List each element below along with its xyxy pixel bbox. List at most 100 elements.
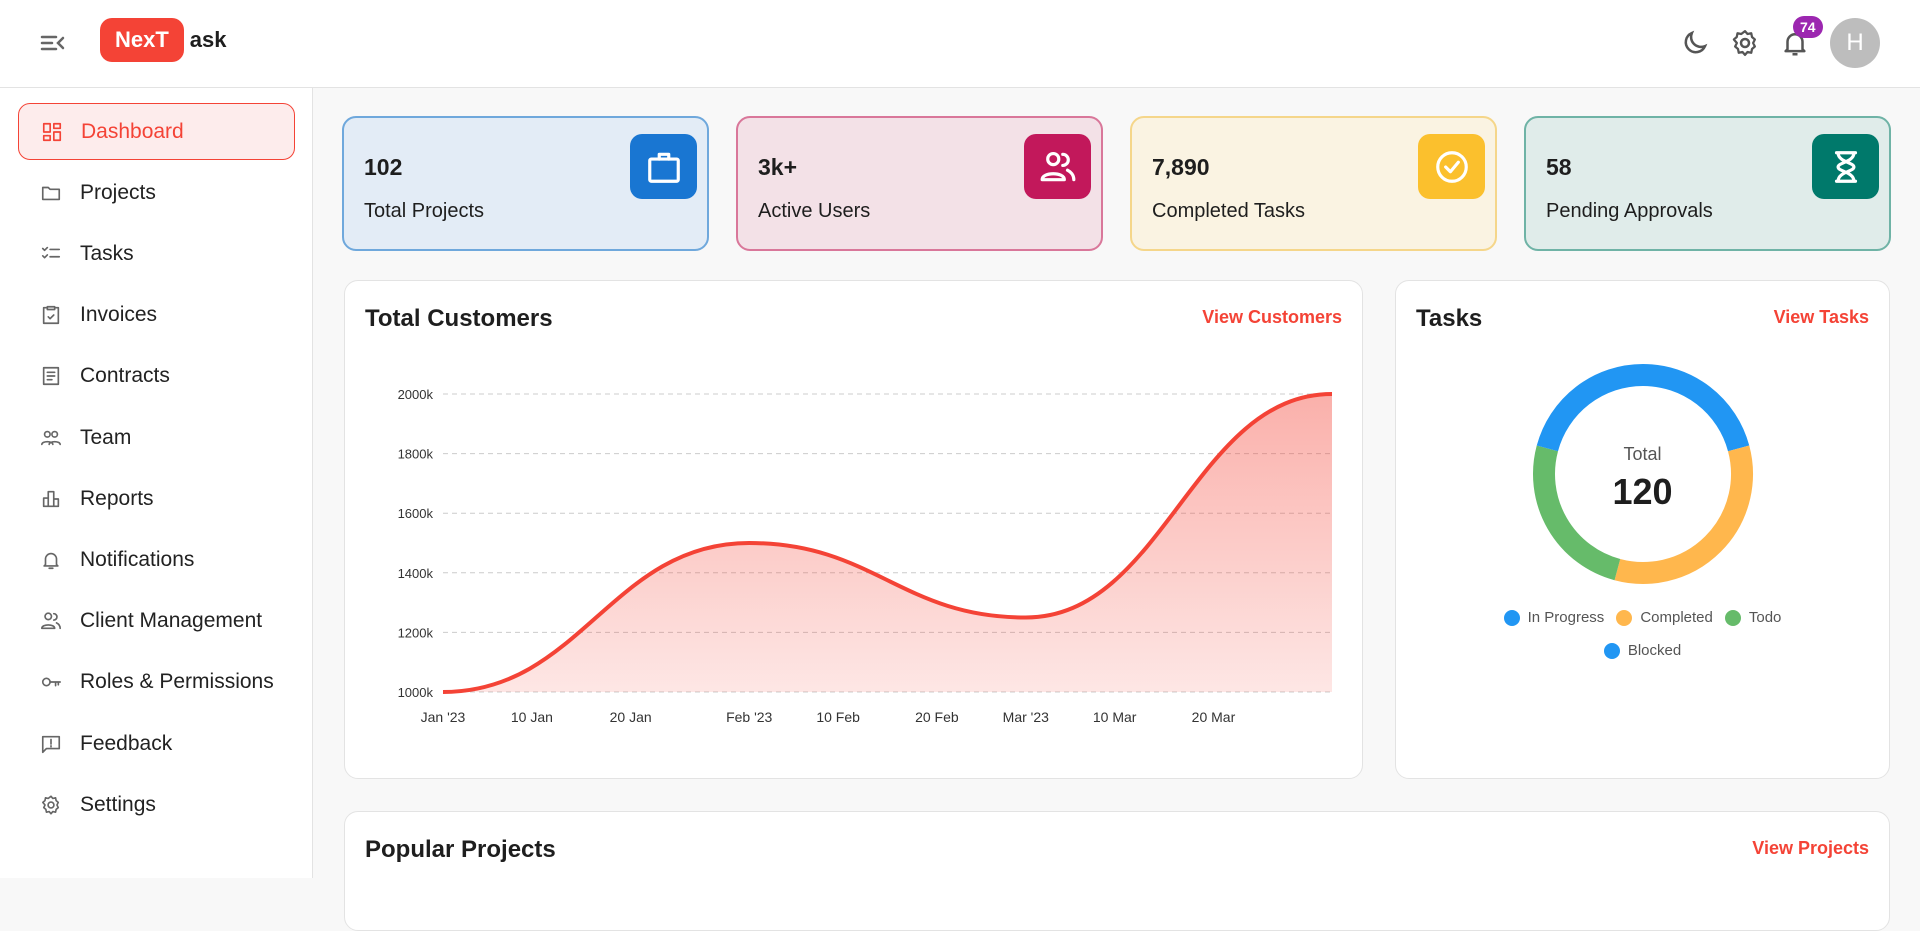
stat-label: Active Users — [758, 200, 871, 222]
bar-chart-icon — [42, 490, 60, 507]
bell-icon — [43, 552, 59, 569]
view-tasks-link[interactable]: View Tasks — [1773, 307, 1869, 327]
logo-text: ask — [189, 27, 227, 52]
legend-dot-icon — [1724, 609, 1741, 626]
x-tick-label: 10 Feb — [816, 709, 860, 725]
legend-label: Blocked — [1627, 642, 1682, 659]
sidebar-item-label: Settings — [80, 792, 156, 816]
sidebar-item-notifications[interactable]: Notifications — [18, 531, 295, 588]
legend-item[interactable]: Blocked — [1603, 642, 1682, 659]
sidebar-item-label: Projects — [80, 180, 156, 204]
sidebar-item-tasks[interactable]: Tasks — [18, 225, 295, 282]
sidebar-item-label: Team — [80, 425, 132, 449]
sidebar-item-roles-permissions[interactable]: Roles & Permissions — [18, 654, 295, 711]
y-tick-label: 1800k — [398, 447, 434, 462]
stat-icon-box — [1812, 134, 1879, 199]
x-tick-label: Feb '23 — [726, 709, 772, 725]
card-title: Tasks — [1416, 305, 1483, 332]
check-circle-icon — [1435, 150, 1468, 183]
card-title: Total Customers — [365, 305, 553, 332]
stat-value: 3k+ — [758, 154, 798, 180]
legend-dot-icon — [1503, 609, 1520, 626]
stat-label: Completed Tasks — [1152, 200, 1306, 222]
y-tick-label: 1600k — [398, 506, 434, 521]
stat-card-pending-approvals[interactable]: 58 Pending Approvals — [1524, 116, 1891, 251]
y-tick-label: 2000k — [398, 387, 434, 402]
sidebar-item-team[interactable]: Team — [18, 409, 295, 466]
logo[interactable]: NexT ask — [100, 18, 227, 62]
stat-label: Pending Approvals — [1546, 200, 1713, 222]
legend-item[interactable]: In Progress — [1503, 609, 1605, 626]
clipboard-check-icon — [42, 306, 60, 325]
menu-collapse-icon[interactable] — [40, 32, 66, 54]
donut-slice-in-progress[interactable] — [1642, 364, 1750, 452]
sidebar-item-label: Tasks — [80, 241, 134, 265]
sidebar-item-label: Roles & Permissions — [80, 670, 274, 694]
sidebar-item-label: Notifications — [80, 547, 195, 571]
stat-value: 7,890 — [1152, 154, 1210, 180]
sidebar-item-feedback[interactable]: Feedback — [18, 715, 295, 772]
x-tick-label: 20 Mar — [1192, 709, 1236, 725]
legend-label: In Progress — [1527, 609, 1605, 626]
stat-card-active-users[interactable]: 3k+ Active Users — [736, 116, 1103, 251]
legend-label: Todo — [1748, 609, 1782, 626]
gear-icon — [42, 795, 60, 815]
donut-center-label: Total — [1623, 444, 1662, 464]
stat-card-total-projects[interactable]: 102 Total Projects — [342, 116, 709, 251]
sidebar-item-dashboard[interactable]: Dashboard — [18, 103, 295, 160]
sidebar-item-projects[interactable]: Projects — [18, 164, 295, 221]
sidebar-item-settings[interactable]: Settings — [18, 776, 295, 833]
sidebar-item-reports[interactable]: Reports — [18, 470, 295, 527]
sidebar-item-invoices[interactable]: Invoices — [18, 287, 295, 344]
legend-item[interactable]: Todo — [1724, 609, 1782, 626]
x-tick-label: Mar '23 — [1003, 709, 1049, 725]
total-customers-card: Total Customers View Customers 1000k 1200… — [344, 280, 1363, 779]
legend-dot-icon — [1603, 642, 1620, 659]
avatar[interactable]: H — [1830, 18, 1880, 68]
moon-icon[interactable] — [1680, 28, 1710, 58]
view-projects-link[interactable]: View Projects — [1752, 838, 1869, 858]
checklist-icon — [41, 246, 61, 259]
legend-label: Completed — [1640, 609, 1713, 626]
legend-item[interactable]: Completed — [1616, 609, 1713, 626]
gear-icon[interactable] — [1730, 28, 1760, 58]
dashboard-icon — [42, 122, 62, 141]
donut-slice-completed[interactable] — [1614, 445, 1753, 584]
sidebar-item-client-management[interactable]: Client Management — [18, 593, 295, 650]
tasks-card: Tasks View Tasks Total 120 In Progress Co… — [1395, 280, 1890, 779]
x-tick-label: 10 Jan — [511, 709, 553, 725]
stat-value: 102 — [364, 154, 403, 180]
y-tick-label: 1000k — [398, 685, 434, 700]
sidebar-item-label: Contracts — [80, 364, 170, 388]
tasks-donut-chart — [1533, 364, 1753, 584]
sidebar-item-label: Client Management — [80, 609, 263, 633]
users-icon — [41, 612, 61, 630]
y-tick-label: 1200k — [398, 625, 434, 640]
sidebar-item-label: Feedback — [80, 731, 173, 755]
x-tick-label: Jan '23 — [421, 709, 466, 725]
stat-card-completed-tasks[interactable]: 7,890 Completed Tasks — [1130, 116, 1497, 251]
series-line — [442, 392, 1333, 694]
stat-icon-box — [630, 134, 697, 199]
stat-icon-box — [1418, 134, 1485, 199]
x-tick-label: 20 Feb — [915, 709, 959, 725]
sidebar-item-label: Dashboard — [81, 119, 184, 143]
stat-value: 58 — [1546, 154, 1572, 180]
donut-slice-blocked[interactable] — [1536, 364, 1644, 452]
donut-center-value: 120 — [1612, 471, 1673, 512]
legend-dot-icon — [1616, 609, 1633, 626]
team-icon — [41, 430, 61, 445]
notification-count-badge: 74 — [1793, 16, 1823, 38]
key-icon — [41, 677, 61, 687]
folder-icon — [41, 186, 61, 200]
donut-slice-todo[interactable] — [1533, 445, 1621, 581]
briefcase-icon — [647, 152, 680, 183]
view-customers-link[interactable]: View Customers — [1202, 307, 1342, 327]
y-tick-label: 1400k — [398, 566, 434, 581]
logo-badge: NexT — [100, 18, 184, 62]
sidebar-item-contracts[interactable]: Contracts — [18, 348, 295, 405]
users-icon — [1040, 151, 1075, 181]
document-icon — [42, 367, 60, 386]
sidebar-item-label: Reports — [80, 486, 154, 510]
stat-icon-box — [1024, 134, 1091, 199]
